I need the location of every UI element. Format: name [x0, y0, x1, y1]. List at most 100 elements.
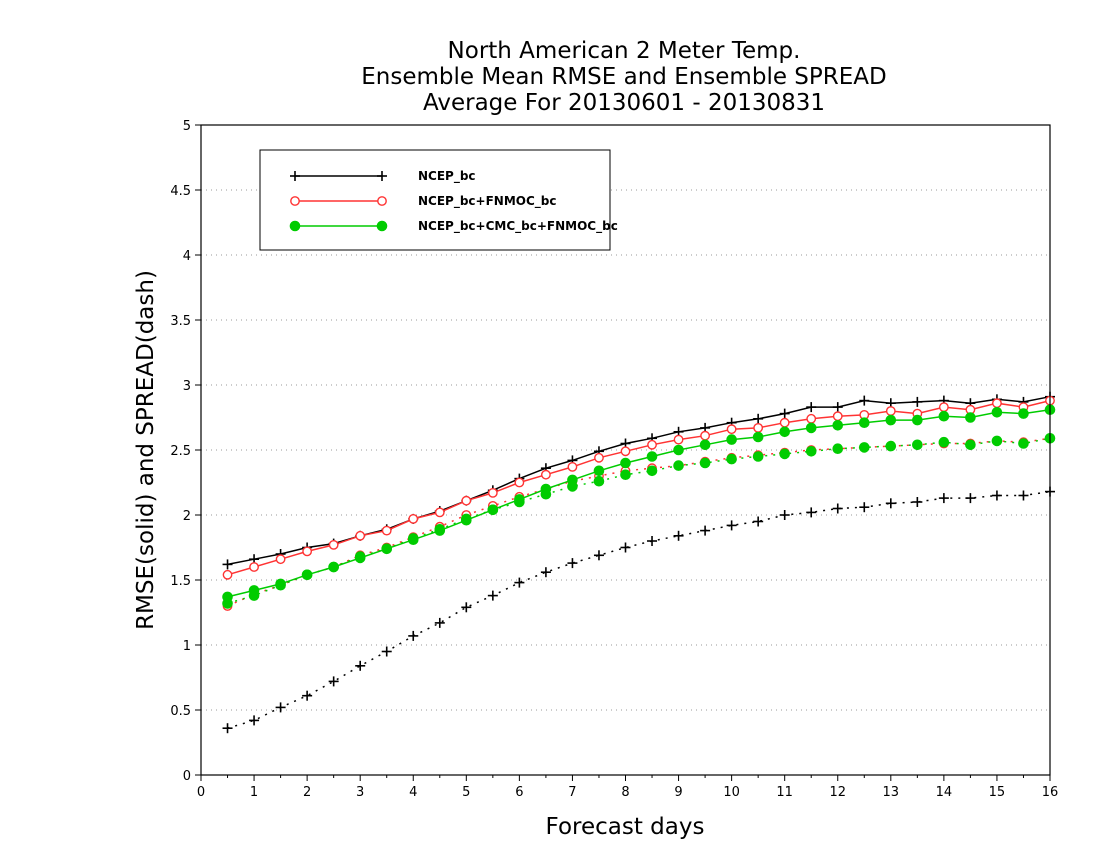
legend-marker-start [290, 196, 300, 206]
data-point [938, 493, 949, 504]
data-point [381, 543, 393, 555]
data-point [328, 540, 339, 550]
x-tick-label: 5 [462, 785, 470, 800]
data-point [832, 411, 843, 422]
data-point [408, 630, 419, 641]
data-point [753, 413, 764, 424]
data-point [832, 443, 844, 455]
data-point [673, 530, 684, 541]
data-point [832, 420, 844, 431]
data-point [673, 434, 684, 445]
data-point [859, 502, 870, 513]
data-point [965, 439, 976, 451]
legend-marker-end [377, 196, 387, 206]
data-point [752, 431, 764, 443]
data-point [461, 514, 472, 526]
legend: NCEP_bc NCEP_bc+FNMOC_bc NCEP_bc+CMC_bc+FN… [259, 149, 618, 251]
y-tick-label: 2.5 [170, 444, 191, 459]
data-point [593, 475, 605, 487]
data-point [540, 483, 552, 495]
data-point [249, 715, 260, 726]
data-point [805, 422, 817, 434]
y-tick-label: 5 [183, 119, 191, 134]
data-point [912, 439, 923, 451]
legend-marker-start [290, 171, 300, 181]
data-point [779, 448, 790, 460]
x-tick-label: 9 [674, 785, 682, 800]
data-point [541, 469, 551, 480]
data-point [302, 546, 313, 557]
data-point [938, 436, 950, 448]
data-point [461, 602, 472, 613]
data-point [355, 660, 366, 671]
legend-marker-start [289, 220, 301, 232]
data-point [487, 487, 498, 498]
data-point [700, 525, 711, 536]
y-tick-label: 2 [183, 509, 191, 524]
data-point [647, 439, 657, 450]
data-point [858, 417, 870, 429]
data-point [885, 498, 896, 509]
data-point [381, 646, 392, 657]
y-tick-label: 0 [183, 769, 191, 784]
data-point [912, 497, 923, 507]
x-tick-label: 2 [303, 785, 311, 800]
y-tick-label: 1 [183, 639, 191, 654]
axis-ticks: 00.511.522.533.544.550 1 2 3 4 5 6 7 8 9 10 11 12 13 1… [170, 119, 1058, 800]
data-point [594, 452, 604, 463]
data-point [354, 552, 366, 564]
data-point [912, 414, 923, 426]
x-tick-label: 3 [356, 785, 364, 800]
data-point [965, 412, 976, 423]
data-point [726, 424, 737, 435]
data-point [992, 398, 1002, 409]
data-point [673, 444, 684, 456]
data-point [991, 490, 1002, 501]
legend-label: NCEP_bc+FNMOC_bc [418, 194, 557, 209]
x-tick-label: 12 [829, 785, 846, 800]
data-point [779, 408, 790, 419]
x-tick-label: 8 [621, 785, 629, 800]
data-point [275, 702, 286, 713]
data-point [938, 410, 950, 422]
data-point [408, 514, 419, 524]
data-point [620, 542, 631, 553]
data-point [858, 442, 870, 453]
y-axis-label: RMSE(solid) and SPREAD(dash) [133, 270, 159, 630]
data-point [646, 451, 658, 462]
data-point [620, 457, 631, 469]
x-tick-label: 1 [250, 785, 258, 800]
data-point [885, 406, 896, 416]
data-point [646, 465, 658, 477]
data-point [726, 520, 737, 531]
series-ncep-bc-fnmoc-bc-rmse [222, 395, 1055, 580]
data-point [222, 559, 233, 570]
data-point [461, 495, 472, 506]
x-tick-label: 0 [197, 785, 205, 800]
data-point [912, 396, 923, 407]
series-ncep-bc-cmc-bc-fnmoc-bc-rmse [222, 404, 1056, 603]
data-point [567, 461, 578, 472]
data-point [1018, 490, 1029, 501]
data-point [355, 530, 366, 541]
data-point [514, 494, 525, 505]
data-point [779, 510, 790, 520]
x-tick-label: 15 [989, 785, 1006, 800]
data-point [275, 578, 286, 590]
series-line-ncep-bc-fnmoc-bc-spread [227, 437, 1051, 607]
data-point [752, 451, 764, 462]
data-point [275, 554, 286, 565]
legend-box [259, 149, 611, 251]
data-point [540, 567, 551, 578]
y-tick-label: 3.5 [170, 314, 191, 329]
y-tick-label: 4.5 [170, 184, 191, 199]
legend-label: NCEP_bc [418, 169, 476, 184]
data-point [567, 558, 578, 569]
data-point [514, 577, 525, 588]
data-point [885, 414, 897, 426]
data-point [885, 440, 897, 452]
chart-title-line-3: Average For 20130601 - 20130831 [423, 90, 825, 116]
y-tick-label: 4 [183, 249, 191, 264]
data-point [726, 434, 737, 445]
data-point [407, 534, 419, 546]
